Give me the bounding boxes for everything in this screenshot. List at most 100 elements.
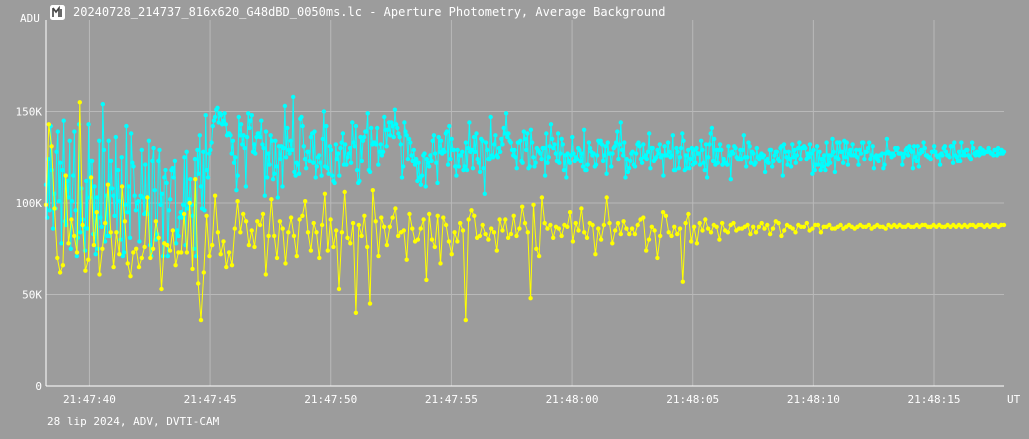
data-point (469, 208, 474, 213)
data-point (438, 138, 444, 143)
data-point (809, 151, 814, 156)
data-point (731, 151, 736, 156)
data-point (794, 153, 800, 158)
data-point (641, 142, 646, 147)
data-point (100, 246, 105, 251)
data-point (517, 226, 522, 231)
data-point (330, 173, 335, 178)
data-point (442, 149, 447, 154)
data-point (548, 122, 554, 127)
data-point (663, 213, 669, 218)
data-point (312, 129, 317, 134)
data-point (384, 144, 389, 149)
data-point (252, 244, 257, 250)
data-point (645, 149, 651, 154)
data-point (277, 219, 283, 224)
data-point (533, 160, 538, 165)
data-point (99, 224, 104, 229)
data-point (134, 246, 139, 251)
data-point (220, 122, 225, 127)
data-point (210, 242, 215, 248)
data-point (883, 226, 888, 231)
data-point (328, 217, 333, 222)
data-point (785, 162, 790, 167)
data-point (488, 114, 493, 120)
data-point (449, 136, 454, 142)
data-point (627, 231, 632, 237)
data-point (858, 151, 864, 156)
data-point (260, 142, 265, 147)
data-point (680, 131, 685, 136)
data-point (52, 206, 57, 211)
data-point (843, 155, 848, 160)
data-point (591, 151, 596, 156)
data-point (817, 149, 822, 154)
data-point (616, 156, 621, 162)
data-point (212, 193, 218, 198)
data-point (120, 253, 126, 259)
data-point (300, 123, 305, 129)
data-point (327, 144, 333, 149)
data-point (72, 129, 77, 134)
data-point (634, 151, 639, 156)
data-point (560, 142, 565, 147)
data-point (167, 248, 173, 253)
data-point (613, 228, 618, 233)
data-point (389, 120, 394, 125)
data-point (232, 226, 237, 231)
x-tick-label: 21:47:45 (184, 393, 237, 406)
data-point (624, 226, 629, 231)
data-point (585, 162, 590, 167)
data-point (115, 167, 121, 173)
data-point (486, 237, 491, 242)
data-point (746, 140, 751, 145)
data-point (289, 147, 295, 153)
data-point (768, 147, 774, 153)
data-point (650, 145, 655, 151)
data-point (291, 94, 296, 100)
data-point (365, 244, 370, 250)
data-point (347, 145, 353, 151)
data-point (508, 231, 514, 237)
data-point (110, 186, 115, 191)
data-point (172, 158, 178, 164)
data-point (807, 142, 813, 147)
data-point (367, 301, 373, 306)
data-point (818, 230, 824, 235)
data-point (709, 125, 715, 131)
data-point (305, 230, 311, 235)
data-point (632, 164, 638, 169)
data-point (717, 237, 722, 242)
data-point (216, 120, 221, 125)
data-point (246, 111, 251, 116)
data-point (906, 153, 911, 158)
data-point (655, 147, 660, 153)
data-point (249, 113, 254, 118)
data-point (80, 222, 85, 228)
data-point (373, 142, 379, 147)
data-point (470, 166, 476, 171)
data-point (412, 162, 418, 167)
data-point (458, 220, 463, 226)
data-point (273, 138, 278, 143)
data-point (396, 233, 401, 239)
data-point (407, 211, 412, 217)
data-point (810, 226, 815, 231)
data-point (142, 244, 147, 250)
data-point (841, 160, 846, 165)
data-point (170, 166, 175, 171)
data-point (632, 231, 638, 237)
data-point (266, 233, 271, 239)
data-point (326, 171, 331, 176)
data-point (300, 213, 305, 218)
data-point (593, 162, 599, 167)
data-point (902, 151, 907, 156)
data-point (788, 164, 794, 169)
data-point (621, 153, 626, 158)
data-point (753, 160, 758, 165)
data-point (464, 167, 470, 173)
data-point (855, 155, 860, 160)
data-point (275, 195, 280, 200)
data-point (534, 246, 539, 251)
data-point (249, 228, 254, 233)
